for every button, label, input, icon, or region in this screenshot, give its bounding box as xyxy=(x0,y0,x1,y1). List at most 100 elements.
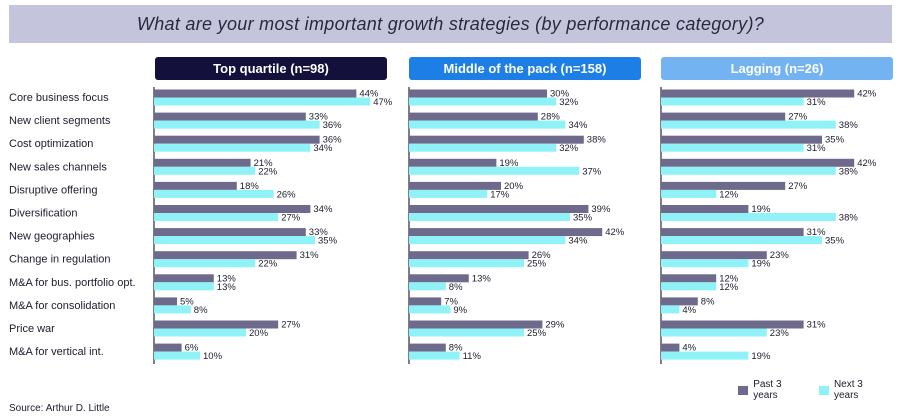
bar-next-2-disruptive-offering xyxy=(661,189,717,198)
value-label-next-2-cost-optimization: 31% xyxy=(807,143,827,154)
value-label-next-2-new-sales-channels: 38% xyxy=(839,166,859,177)
bar-next-0-change-in-regulation xyxy=(154,259,256,268)
bar-past-1-m-a-for-vertical-int xyxy=(409,343,446,352)
value-label-next-2-new-geographies: 35% xyxy=(825,236,845,247)
bar-next-2-new-sales-channels xyxy=(661,166,836,175)
category-label-price-war: Price war xyxy=(9,323,55,335)
bar-next-0-disruptive-offering xyxy=(154,189,274,198)
bar-next-1-m-a-for-bus-portfolio-opt xyxy=(409,282,446,291)
bar-past-1-disruptive-offering xyxy=(409,181,501,190)
value-label-past-0-m-a-for-bus-portfolio-opt: 13% xyxy=(217,273,237,284)
legend-swatch-past xyxy=(738,385,749,395)
category-label-new-geographies: New geographies xyxy=(9,231,95,243)
bar-next-1-new-client-segments xyxy=(409,120,566,129)
bar-past-2-diversification xyxy=(661,205,749,213)
bar-past-1-new-client-segments xyxy=(409,112,538,121)
bar-next-0-core-business-focus xyxy=(154,97,371,106)
value-label-next-1-new-geographies: 34% xyxy=(568,236,588,247)
value-label-next-0-change-in-regulation: 22% xyxy=(258,259,278,270)
category-label-m-a-for-consolidation: M&A for consolidation xyxy=(9,300,115,312)
value-label-past-0-diversification: 34% xyxy=(313,204,333,215)
value-label-past-0-new-client-segments: 33% xyxy=(309,112,329,123)
value-label-past-0-change-in-regulation: 31% xyxy=(300,250,320,261)
value-label-next-0-new-geographies: 35% xyxy=(318,236,338,247)
value-label-next-1-core-business-focus: 32% xyxy=(559,97,579,108)
bar-past-0-m-a-for-bus-portfolio-opt xyxy=(154,274,214,283)
value-label-past-2-disruptive-offering: 27% xyxy=(788,181,808,192)
bar-next-2-diversification xyxy=(661,213,836,221)
value-label-next-0-new-sales-channels: 22% xyxy=(258,166,278,177)
bar-past-0-m-a-for-vertical-int xyxy=(154,343,182,352)
bar-past-2-core-business-focus xyxy=(661,89,855,98)
panel-header-top-quartile: Top quartile (n=98) xyxy=(155,57,387,80)
value-label-next-1-m-a-for-bus-portfolio-opt: 8% xyxy=(449,282,463,293)
value-label-next-0-diversification: 27% xyxy=(281,213,301,224)
value-label-next-0-disruptive-offering: 26% xyxy=(277,189,297,200)
category-label-new-sales-channels: New sales channels xyxy=(9,161,107,173)
bar-past-0-core-business-focus xyxy=(154,89,357,98)
bar-past-0-m-a-for-consolidation xyxy=(154,297,177,306)
bar-next-1-change-in-regulation xyxy=(409,259,524,268)
category-label-m-a-for-bus-portfolio-opt: M&A for bus. portfolio opt. xyxy=(9,277,136,289)
value-label-next-1-disruptive-offering: 17% xyxy=(490,189,510,200)
value-label-next-2-diversification: 38% xyxy=(839,213,859,224)
category-label-new-client-segments: New client segments xyxy=(9,115,111,127)
bar-next-0-diversification xyxy=(154,213,279,221)
category-label-m-a-for-vertical-int: M&A for vertical int. xyxy=(9,346,104,358)
value-label-next-2-disruptive-offering: 12% xyxy=(719,189,739,200)
value-label-past-0-m-a-for-consolidation: 5% xyxy=(180,296,194,307)
value-label-past-0-core-business-focus: 44% xyxy=(359,89,379,100)
bar-past-0-diversification xyxy=(154,205,311,213)
value-label-next-1-m-a-for-vertical-int: 11% xyxy=(463,351,482,362)
value-label-next-1-price-war: 25% xyxy=(527,328,547,339)
value-label-past-1-m-a-for-vertical-int: 8% xyxy=(449,343,463,354)
value-label-past-2-new-client-segments: 27% xyxy=(788,112,808,123)
category-label-core-business-focus: Core business focus xyxy=(9,92,109,104)
bar-past-1-change-in-regulation xyxy=(409,251,529,260)
bar-past-2-new-geographies xyxy=(661,228,804,237)
bar-past-0-change-in-regulation xyxy=(154,251,297,260)
value-label-past-0-disruptive-offering: 18% xyxy=(240,181,260,192)
bar-past-0-new-geographies xyxy=(154,228,306,237)
bar-next-2-new-geographies xyxy=(661,236,822,245)
bar-past-2-price-war xyxy=(661,320,804,329)
bar-past-1-m-a-for-consolidation xyxy=(409,297,442,306)
value-label-past-1-diversification: 39% xyxy=(591,204,611,215)
legend-label-next: Next 3 years xyxy=(833,379,863,401)
value-label-next-1-m-a-for-consolidation: 9% xyxy=(453,305,467,316)
bar-next-2-change-in-regulation xyxy=(661,259,749,268)
bar-next-2-price-war xyxy=(661,328,767,337)
value-label-past-1-m-a-for-consolidation: 7% xyxy=(444,296,458,307)
value-label-next-0-m-a-for-consolidation: 8% xyxy=(194,305,208,316)
value-label-next-2-m-a-for-bus-portfolio-opt: 12% xyxy=(719,282,739,293)
panel-header-lagging: Lagging (n=26) xyxy=(661,57,893,80)
bar-next-2-m-a-for-consolidation xyxy=(661,305,680,314)
category-label-diversification: Diversification xyxy=(9,208,77,220)
value-label-past-1-new-sales-channels: 19% xyxy=(499,158,519,169)
category-label-change-in-regulation: Change in regulation xyxy=(9,254,111,266)
bar-next-1-diversification xyxy=(409,213,570,221)
value-label-next-1-cost-optimization: 32% xyxy=(559,143,579,154)
bar-next-1-m-a-for-consolidation xyxy=(409,305,451,314)
value-label-past-2-m-a-for-vertical-int: 4% xyxy=(682,343,696,354)
value-label-past-2-change-in-regulation: 23% xyxy=(770,250,790,261)
source-note: Source: Arthur D. Little xyxy=(9,403,110,414)
bar-next-0-m-a-for-consolidation xyxy=(154,305,191,314)
value-label-past-1-core-business-focus: 30% xyxy=(550,89,570,100)
value-label-next-0-core-business-focus: 47% xyxy=(373,97,393,108)
value-label-next-1-change-in-regulation: 25% xyxy=(527,259,547,270)
bar-past-1-price-war xyxy=(409,320,543,329)
legend-label-past: Past 3 years xyxy=(753,379,782,401)
value-label-past-0-m-a-for-vertical-int: 6% xyxy=(185,343,199,354)
bar-past-2-m-a-for-bus-portfolio-opt xyxy=(661,274,717,283)
bar-next-0-m-a-for-vertical-int xyxy=(154,351,200,360)
value-label-past-2-new-sales-channels: 42% xyxy=(857,158,877,169)
value-label-next-1-new-sales-channels: 37% xyxy=(582,166,602,177)
value-label-past-0-cost-optimization: 36% xyxy=(323,135,343,146)
value-label-next-1-new-client-segments: 34% xyxy=(568,120,588,131)
bar-next-0-new-geographies xyxy=(154,236,315,245)
value-label-next-0-price-war: 20% xyxy=(249,328,269,339)
bar-past-0-price-war xyxy=(154,320,279,329)
panel-header-middle-of-the-pack: Middle of the pack (n=158) xyxy=(409,57,641,80)
